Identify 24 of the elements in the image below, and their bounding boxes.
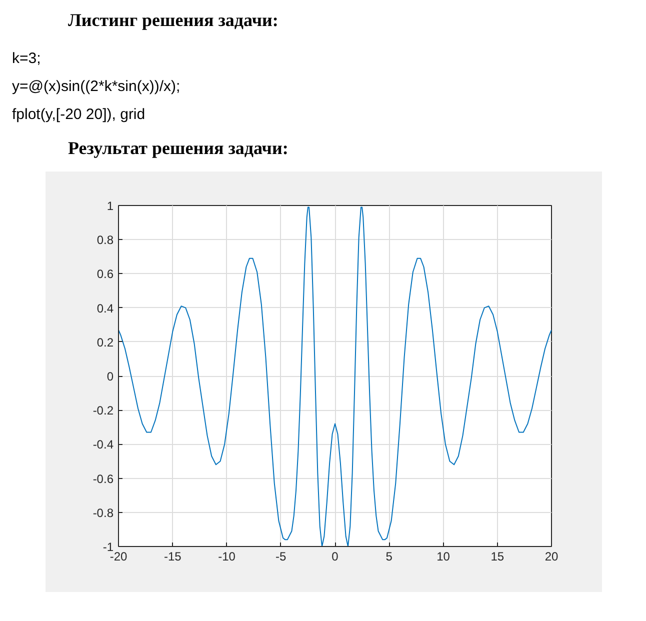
x-tick-label: -10 (218, 550, 236, 564)
text: k=3; (12, 48, 41, 69)
text: fplot(y,[-20 20]), grid (12, 104, 146, 125)
y-tick-label: 1 (106, 199, 114, 214)
x-tick-label: 15 (490, 550, 504, 564)
x-tick-label: -15 (164, 550, 182, 564)
y-tick-label: -0.8 (92, 506, 114, 520)
y-tick-label: 0.8 (96, 234, 114, 248)
x-tick-label: 0 (332, 550, 339, 564)
x-tick-label: 10 (436, 550, 450, 564)
y-tick-label: -0.4 (92, 438, 114, 452)
chart-title: Листинг решения задачи: (68, 9, 278, 32)
y-tick-label: 0.2 (96, 336, 114, 350)
y-tick-label: 0 (106, 370, 114, 384)
chart-subtitle: Результат решения задачи: (68, 136, 288, 160)
text: y=@(x)sin((2*k*sin(x))/x); (12, 76, 180, 97)
line-series (118, 207, 552, 547)
x-tick-label: -5 (276, 550, 287, 564)
x-tick-label: 5 (386, 550, 393, 564)
x-tick-label: 20 (544, 550, 558, 564)
y-tick-label: -0.2 (92, 404, 114, 418)
y-tick-label: 0.4 (96, 302, 114, 316)
y-tick-label: 0.6 (96, 268, 114, 282)
y-tick-label: -0.6 (92, 472, 114, 486)
